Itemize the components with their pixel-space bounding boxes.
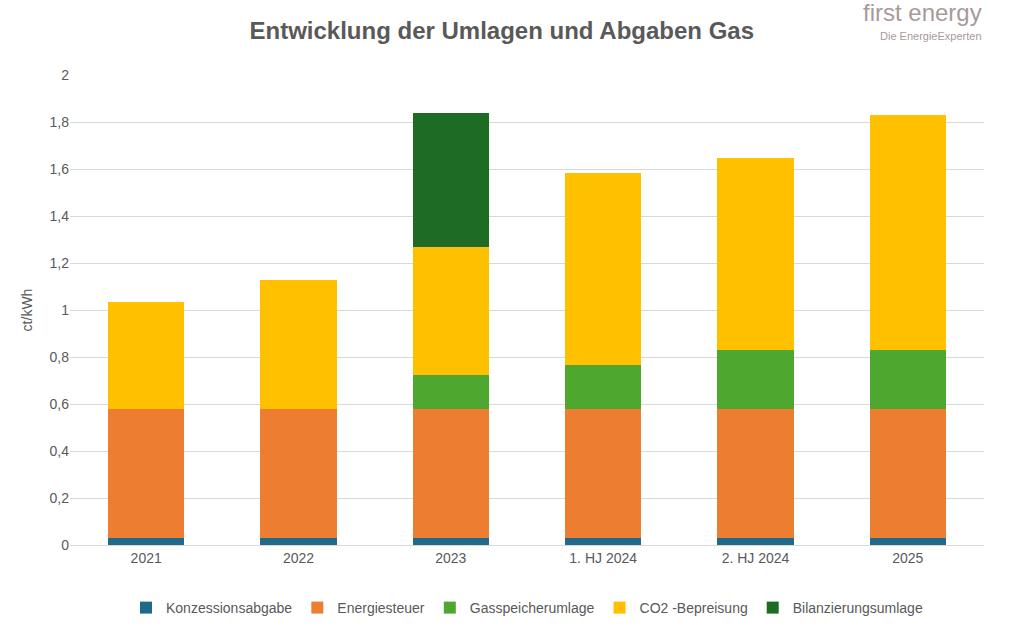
- svg-text:Bilanzierungsumlage: Bilanzierungsumlage: [793, 600, 923, 616]
- svg-text:2023: 2023: [435, 550, 466, 566]
- svg-text:2021: 2021: [131, 550, 162, 566]
- svg-text:1,6: 1,6: [50, 161, 70, 177]
- svg-text:1,8: 1,8: [50, 114, 70, 130]
- svg-text:1,2: 1,2: [50, 255, 70, 271]
- svg-text:first energy: first energy: [863, 0, 982, 26]
- svg-text:1,4: 1,4: [50, 208, 70, 224]
- svg-text:2: 2: [61, 67, 69, 83]
- svg-text:0: 0: [61, 537, 69, 553]
- svg-text:0,8: 0,8: [50, 349, 70, 365]
- svg-text:Die EnergieExperten: Die EnergieExperten: [880, 30, 982, 42]
- svg-text:Entwicklung der Umlagen und Ab: Entwicklung der Umlagen und Abgaben Gas: [250, 17, 755, 44]
- svg-text:0,6: 0,6: [50, 396, 70, 412]
- svg-text:ct/kWh: ct/kWh: [19, 289, 35, 332]
- svg-text:0,4: 0,4: [50, 443, 70, 459]
- svg-text:1: 1: [61, 302, 69, 318]
- svg-text:CO2 -Bepreisung: CO2 -Bepreisung: [640, 600, 748, 616]
- svg-text:0,2: 0,2: [50, 490, 70, 506]
- svg-text:2025: 2025: [892, 550, 923, 566]
- svg-text:2. HJ 2024: 2. HJ 2024: [722, 550, 790, 566]
- svg-text:Gasspeicherumlage: Gasspeicherumlage: [470, 600, 595, 616]
- svg-text:1. HJ 2024: 1. HJ 2024: [569, 550, 637, 566]
- svg-text:2022: 2022: [283, 550, 314, 566]
- svg-text:Konzessionsabgabe: Konzessionsabgabe: [166, 600, 292, 616]
- svg-text:Energiesteuer: Energiesteuer: [337, 600, 425, 616]
